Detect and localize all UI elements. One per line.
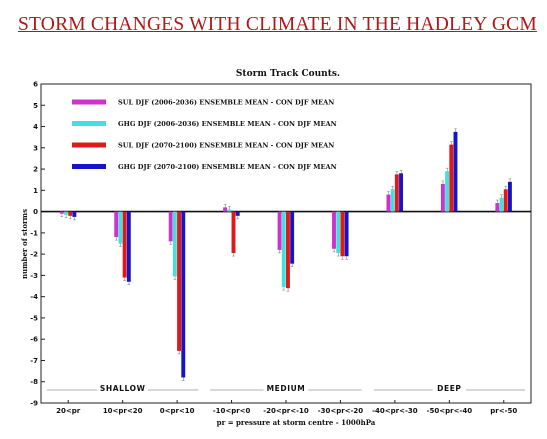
group-label: SHALLOW	[100, 384, 146, 393]
bar	[277, 211, 282, 250]
legend-swatch	[72, 142, 106, 148]
legend: SUL DJF (2006-2036) ENSEMBLE MEAN - CON …	[72, 99, 337, 171]
group-label: DEEP	[437, 384, 461, 393]
x-tick-label: -40<pr<-30	[372, 407, 418, 415]
bar	[126, 211, 131, 282]
bar	[168, 211, 173, 242]
group-label-bg	[97, 382, 148, 394]
y-tick-label: -8	[30, 378, 38, 386]
chart-title: Storm Track Counts.	[236, 69, 340, 79]
bar	[449, 144, 454, 212]
bar	[507, 181, 512, 212]
y-tick-label: -4	[30, 293, 38, 301]
y-tick-label: -5	[30, 314, 38, 322]
y-tick-label: 0	[33, 208, 38, 216]
y-tick-label: 1	[33, 187, 38, 195]
legend-swatch	[72, 99, 106, 105]
y-tick-label: -1	[30, 229, 38, 237]
x-tick-label: -10<pr<0	[213, 407, 251, 415]
bar	[72, 211, 77, 217]
bar	[59, 211, 64, 214]
y-axis-label: number of storms	[20, 209, 29, 279]
y-tick-label: 2	[33, 166, 38, 174]
bar	[235, 211, 240, 216]
x-tick-label: 0<pr<10	[160, 407, 195, 415]
legend-label: GHG DJF (2006-2036) ENSEMBLE MEAN - CON …	[118, 120, 337, 128]
legend-label: SUL DJF (2006-2036) ENSEMBLE MEAN - CON …	[118, 99, 334, 107]
bar	[340, 211, 345, 257]
x-tick-label: 10<pr<20	[103, 407, 143, 415]
bar	[503, 189, 508, 212]
y-tick-label: -2	[30, 251, 38, 259]
bar	[495, 203, 500, 212]
group-labels: SHALLOW MEDIUM DEEP	[47, 382, 525, 394]
legend-swatch	[72, 121, 106, 126]
bar	[440, 183, 445, 212]
group-label: MEDIUM	[267, 384, 306, 393]
legend-label: SUL DJF (2070-2100) ENSEMBLE MEAN - CON …	[118, 142, 334, 150]
legend-label: GHG DJF (2070-2100) ENSEMBLE MEAN - CON …	[118, 163, 337, 171]
legend-swatch	[72, 164, 106, 169]
x-tick-label: 20<pr	[56, 407, 81, 415]
bar	[290, 211, 295, 264]
bar	[172, 211, 177, 277]
group-label-bg	[432, 382, 466, 394]
y-tick-label: -7	[30, 357, 38, 365]
bar	[399, 173, 403, 212]
x-tick-label: pr<-50	[490, 407, 517, 415]
bar	[64, 211, 68, 215]
bar	[332, 211, 336, 249]
bar	[390, 189, 395, 212]
bar	[336, 211, 341, 254]
bar	[122, 211, 127, 278]
bar	[181, 211, 186, 378]
x-tick-label: -20<pr<-10	[263, 407, 309, 415]
y-tick-label: 5	[33, 102, 38, 110]
y-tick-label: 4	[33, 123, 38, 131]
y-tick-label: 6	[33, 81, 38, 89]
y-tick-label: -6	[30, 336, 38, 344]
x-axis-label: pr = pressure at storm centre - 1000hPa	[217, 418, 376, 427]
bar	[394, 174, 399, 212]
bar	[231, 211, 236, 254]
bar	[286, 211, 290, 289]
bar	[114, 211, 119, 238]
bar	[386, 194, 391, 212]
y-tick-label: -3	[30, 272, 38, 280]
bar	[227, 209, 232, 212]
bar	[499, 197, 504, 212]
bar	[453, 131, 458, 212]
x-tick-label: -30<pr<-20	[318, 407, 364, 415]
bar	[118, 211, 123, 244]
x-tick-label: -50<pr<-40	[427, 407, 473, 415]
group-label-bg	[263, 382, 309, 394]
bar	[177, 211, 182, 351]
bar	[445, 171, 450, 212]
bars	[59, 128, 512, 381]
bar	[281, 211, 286, 288]
page-title: STORM CHANGES WITH CLIMATE IN THE HADLEY…	[18, 14, 537, 35]
y-tick-label: 3	[33, 144, 38, 152]
y-tick-label: -9	[30, 400, 38, 408]
bar	[223, 207, 228, 212]
bar	[68, 211, 73, 216]
bar	[344, 211, 349, 257]
